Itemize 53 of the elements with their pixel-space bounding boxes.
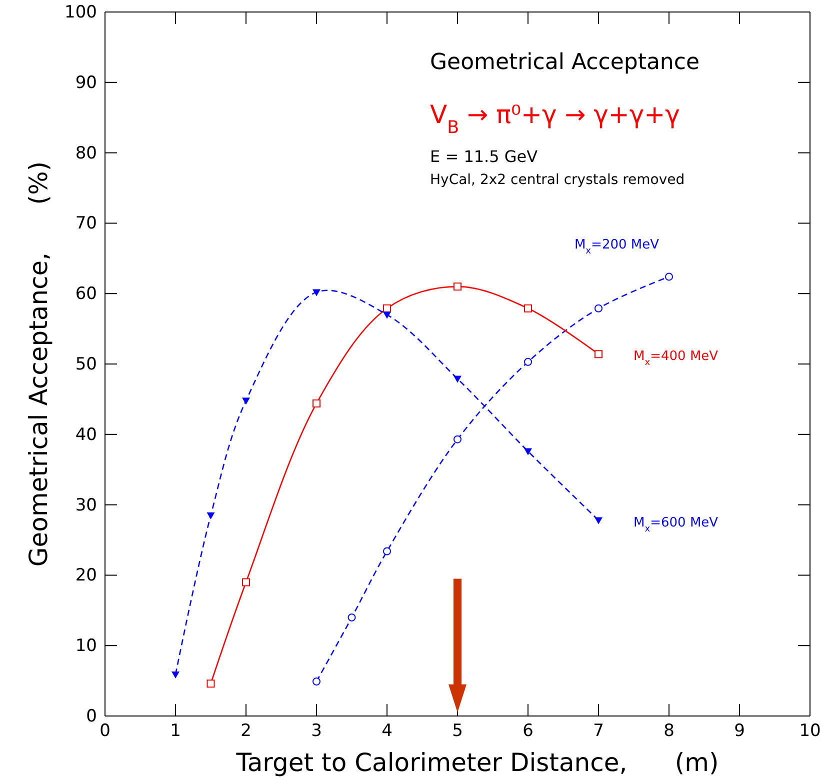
x-tick-label: 4 [382,721,392,742]
text: V$_{B}$ → π⁰+γ → γ+γ+γ [430,100,680,138]
text: M$_{x}$=600 MeV [634,515,718,534]
point [206,680,215,688]
point [312,289,320,296]
point [594,350,602,358]
point [348,613,356,622]
point [524,358,532,366]
x-tick-label: 0 [100,721,110,742]
x-tick-label: 3 [311,721,322,742]
x-axis-title: Target to Calorimeter Distance, (m) [235,748,719,777]
point [312,678,320,686]
annotation: HyCal, 2x2 central crystals removed [430,172,685,188]
point [454,282,462,291]
text: Geometrical Acceptance [430,50,700,75]
x-tick-label: 2 [240,721,252,742]
y-tick-label: 70 [75,214,97,234]
x-tick-label: 1 [170,721,181,742]
point [454,435,462,444]
point [242,578,250,586]
point [454,376,462,383]
point [383,547,391,556]
y-tick-label: 90 [75,72,97,93]
point [172,671,180,678]
point [665,272,673,281]
x-tick-label: 7 [593,721,604,742]
y-tick-label: 50 [75,354,97,374]
y-tick-label: 60 [75,284,97,304]
y-axis-title: Geometrical Acceptance, (%) [24,161,53,567]
x-tick-label: 5 [452,721,463,742]
y-tick-label: 40 [75,424,97,445]
y-tick-label: 20 [75,566,97,586]
y-tick-label: 10 [75,636,97,656]
point [242,398,250,405]
series-label: M$_{x}$=200 MeV [574,238,660,257]
y-tick-label: 0 [86,706,97,726]
annotation: E = 11.5 GeV [430,147,538,166]
x-tick-label: 10 [799,721,821,742]
y-tick-label: 30 [75,495,97,516]
point [383,304,391,312]
point [312,399,320,408]
point [524,304,532,312]
point [524,448,532,456]
y-tick-label: 80 [75,143,97,164]
x-tick-label: 6 [522,721,534,742]
x-tick-label: 8 [664,721,674,742]
x-tick-label: 9 [734,721,745,742]
point [594,517,602,524]
y-tick-label: 100 [64,2,97,22]
point [383,312,391,319]
point [206,512,215,520]
text: M$_{x}$=400 MeV [634,349,718,368]
point [594,304,602,312]
